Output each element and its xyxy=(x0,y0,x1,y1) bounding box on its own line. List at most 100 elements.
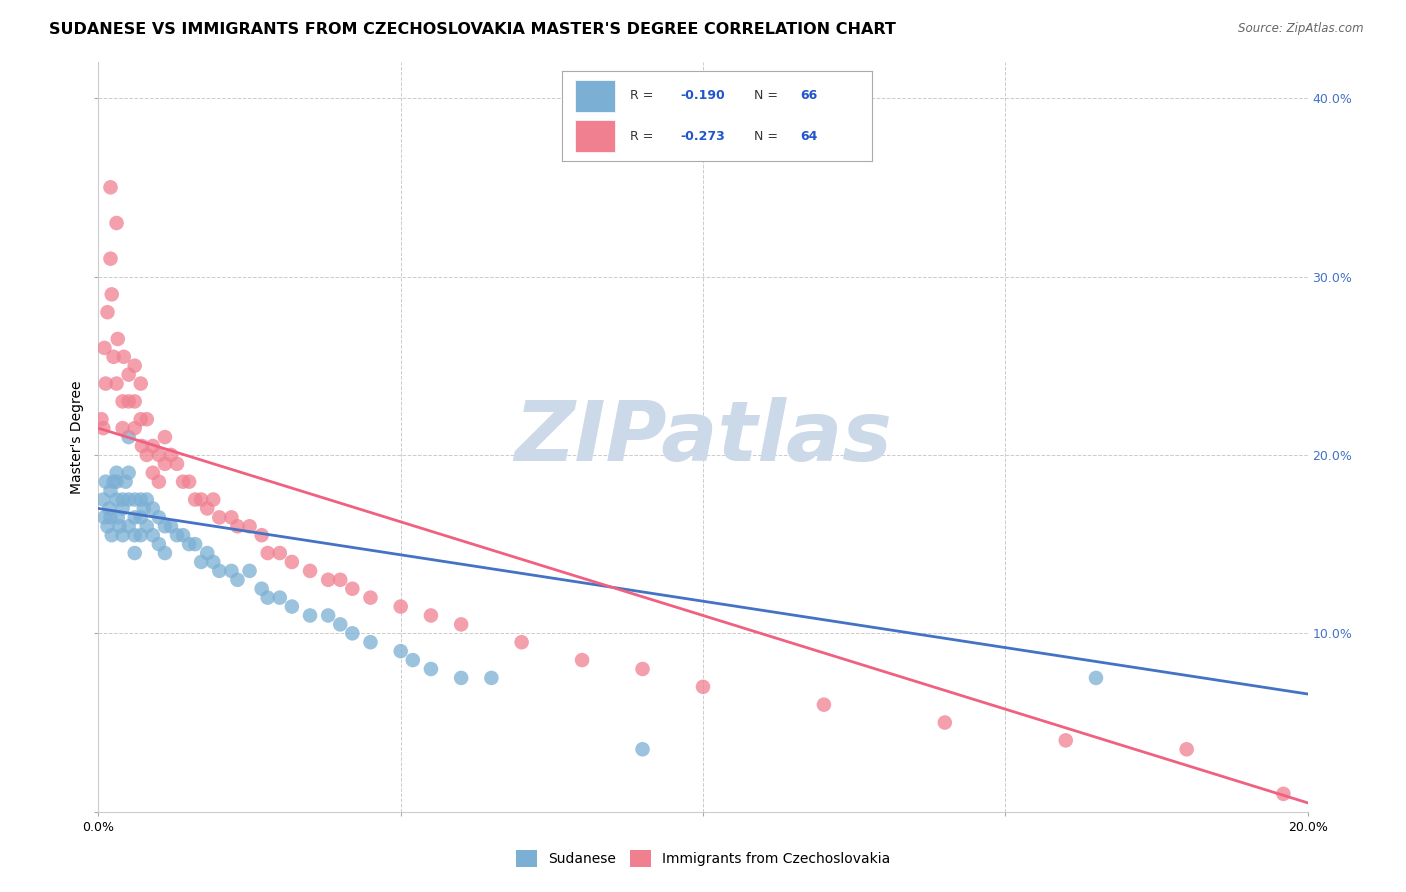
Point xyxy=(342,626,364,640)
Point xyxy=(166,457,188,471)
Point xyxy=(510,635,533,649)
Point xyxy=(299,608,322,623)
Text: 66: 66 xyxy=(800,89,818,103)
Point xyxy=(153,519,176,533)
Point xyxy=(98,501,121,516)
Point xyxy=(184,492,207,507)
Point xyxy=(142,528,165,542)
Point xyxy=(91,421,114,435)
Point xyxy=(190,492,212,507)
Point xyxy=(360,591,382,605)
Point xyxy=(190,555,212,569)
Point xyxy=(250,582,273,596)
Point xyxy=(118,492,141,507)
Point xyxy=(118,430,141,444)
Point xyxy=(107,510,129,524)
Point xyxy=(129,492,152,507)
Point xyxy=(118,519,141,533)
Legend: Sudanese, Immigrants from Czechoslovakia: Sudanese, Immigrants from Czechoslovakia xyxy=(510,844,896,872)
Point xyxy=(208,564,231,578)
Point xyxy=(135,519,157,533)
Point xyxy=(100,252,122,266)
FancyBboxPatch shape xyxy=(575,80,614,112)
Point xyxy=(160,519,183,533)
Point xyxy=(329,617,352,632)
Point xyxy=(118,466,141,480)
Point xyxy=(96,305,118,319)
Point xyxy=(135,448,157,462)
Point xyxy=(281,599,304,614)
Point xyxy=(226,519,249,533)
Point xyxy=(96,519,118,533)
Point xyxy=(420,608,443,623)
Point xyxy=(105,492,128,507)
Point xyxy=(108,519,131,533)
FancyBboxPatch shape xyxy=(575,120,614,152)
Point xyxy=(111,492,134,507)
Point xyxy=(360,635,382,649)
Point xyxy=(129,510,152,524)
Point xyxy=(148,510,170,524)
Point xyxy=(112,350,135,364)
Point xyxy=(226,573,249,587)
Text: R =: R = xyxy=(630,129,658,143)
Point xyxy=(166,528,188,542)
Point xyxy=(111,528,134,542)
Point xyxy=(202,492,225,507)
Point xyxy=(105,475,128,489)
Point xyxy=(91,492,114,507)
Point xyxy=(631,742,654,756)
Point xyxy=(107,332,129,346)
Point xyxy=(148,537,170,551)
Point xyxy=(153,457,176,471)
Point xyxy=(90,412,112,426)
Point xyxy=(105,466,128,480)
Text: N =: N = xyxy=(754,89,782,103)
Point xyxy=(111,501,134,516)
Point xyxy=(389,599,412,614)
Text: 64: 64 xyxy=(800,129,818,143)
Point xyxy=(93,510,115,524)
Text: -0.273: -0.273 xyxy=(681,129,724,143)
Point xyxy=(172,528,194,542)
Point xyxy=(813,698,835,712)
Point xyxy=(1085,671,1108,685)
Point xyxy=(118,368,141,382)
Point xyxy=(100,180,122,194)
Point xyxy=(1054,733,1077,747)
Point xyxy=(124,510,146,524)
Point xyxy=(256,591,278,605)
Text: ZIPatlas: ZIPatlas xyxy=(515,397,891,477)
Point xyxy=(124,421,146,435)
Point xyxy=(103,350,125,364)
Point xyxy=(316,573,339,587)
Text: R =: R = xyxy=(630,89,658,103)
Point xyxy=(221,564,243,578)
Point xyxy=(389,644,412,658)
Point xyxy=(124,394,146,409)
Point xyxy=(135,492,157,507)
Point xyxy=(132,501,155,516)
Point xyxy=(118,394,141,409)
Point xyxy=(142,466,165,480)
Point xyxy=(179,537,201,551)
Point xyxy=(250,528,273,542)
Point xyxy=(450,671,472,685)
Point xyxy=(195,546,218,560)
Point xyxy=(221,510,243,524)
Point xyxy=(692,680,714,694)
Point xyxy=(135,412,157,426)
Point xyxy=(631,662,654,676)
Point xyxy=(111,421,134,435)
Point xyxy=(124,528,146,542)
Point xyxy=(342,582,364,596)
Y-axis label: Master's Degree: Master's Degree xyxy=(70,380,84,494)
Text: Source: ZipAtlas.com: Source: ZipAtlas.com xyxy=(1239,22,1364,36)
Point xyxy=(329,573,352,587)
Point xyxy=(142,501,165,516)
Point xyxy=(148,448,170,462)
Point xyxy=(100,483,122,498)
Point xyxy=(148,475,170,489)
Text: SUDANESE VS IMMIGRANTS FROM CZECHOSLOVAKIA MASTER'S DEGREE CORRELATION CHART: SUDANESE VS IMMIGRANTS FROM CZECHOSLOVAK… xyxy=(49,22,896,37)
Point xyxy=(269,546,291,560)
